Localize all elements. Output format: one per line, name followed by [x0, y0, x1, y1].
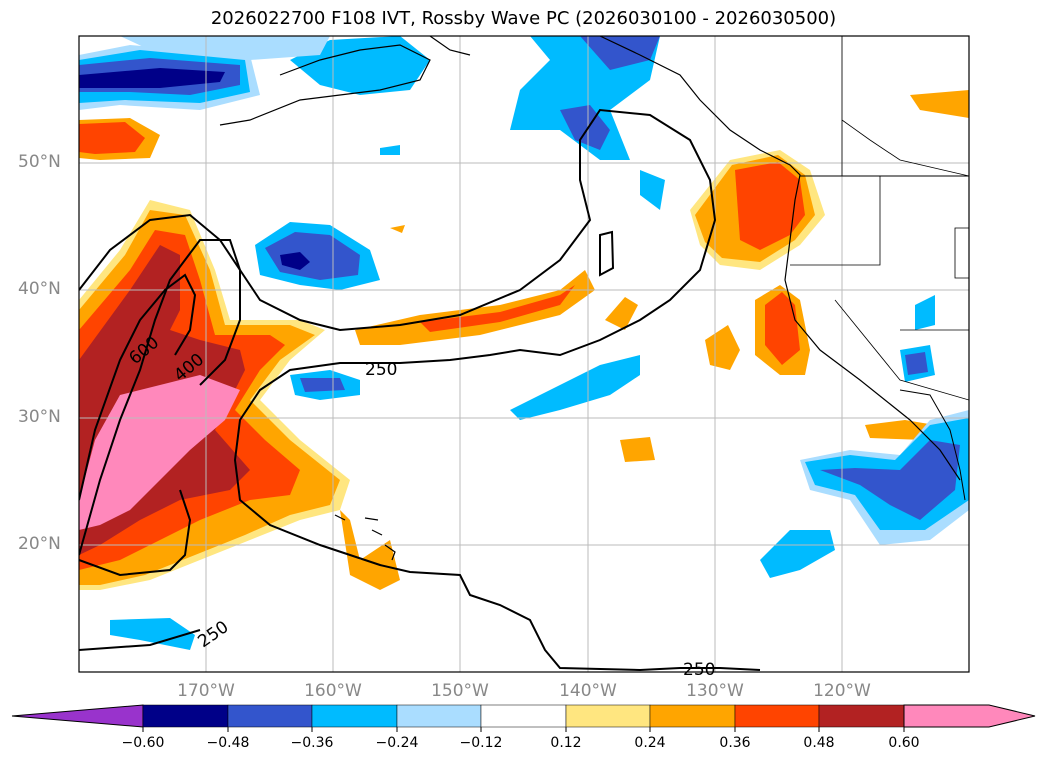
colorbar-tick: −0.24 — [375, 735, 419, 751]
contour-400 — [79, 273, 197, 501]
map-title: 2026022700 F108 IVT, Rossby Wave PC (202… — [210, 8, 837, 29]
lon-label-140w: 140°W — [559, 681, 617, 701]
rossby-contours — [79, 108, 761, 672]
contour-250-main — [79, 108, 761, 672]
lon-label-120w: 120°W — [813, 681, 871, 701]
colorbar-bin — [565, 704, 651, 728]
map-border — [78, 35, 970, 673]
coastlines — [219, 36, 969, 561]
colorbar-tick: 0.36 — [719, 735, 751, 751]
colorbar-extend-low — [11, 704, 144, 728]
colorbar-bin — [396, 704, 482, 728]
lat-label-30n: 30°N — [18, 407, 61, 427]
lat-label-50n: 50°N — [18, 152, 61, 172]
colorbar — [11, 704, 1036, 732]
colorbar-bin — [142, 704, 229, 728]
colorbar-tick: −0.60 — [121, 735, 165, 751]
colorbar-tick: −0.48 — [206, 735, 250, 751]
lon-label-170w: 170°W — [177, 681, 235, 701]
anomaly-central-blue-band — [510, 355, 640, 420]
anomaly-plume-pink — [79, 375, 240, 530]
colorbar-bin — [734, 704, 820, 728]
anomaly-gulf-alaska-blue — [510, 36, 660, 160]
lon-label-150w: 150°W — [431, 681, 489, 701]
contour-250-coast — [79, 489, 192, 577]
lon-label-160w: 160°W — [304, 681, 362, 701]
colorbar-tick: −0.36 — [290, 735, 334, 751]
colorbar-tick: 0.48 — [803, 735, 835, 751]
colorbar-extend-high — [903, 704, 1036, 728]
lat-label-20n: 20°N — [18, 534, 61, 554]
colorbar-bin — [818, 704, 905, 728]
lon-label-130w: 130°W — [686, 681, 744, 701]
contour-label-250-south: 250 — [683, 660, 715, 680]
lat-label-40n: 40°N — [18, 279, 61, 299]
anomaly-zonal-band — [355, 270, 595, 345]
colorbar-bin — [649, 704, 736, 728]
contour-label-250-center: 250 — [365, 360, 397, 380]
ivt-anomaly-fields — [79, 36, 969, 650]
colorbar-tick: 0.60 — [888, 735, 920, 751]
anomaly-nw-navy — [79, 68, 225, 88]
colorbar-tick: 0.24 — [634, 735, 666, 751]
colorbar-bin — [480, 704, 567, 728]
contour-600 — [79, 239, 241, 556]
colorbar-bin — [311, 704, 398, 728]
colorbar-tick: 0.12 — [550, 735, 582, 751]
contour-250-sw — [79, 629, 201, 651]
graticule — [79, 36, 969, 672]
colorbar-bin — [227, 704, 313, 728]
colorbar-tick: −0.12 — [459, 735, 503, 751]
